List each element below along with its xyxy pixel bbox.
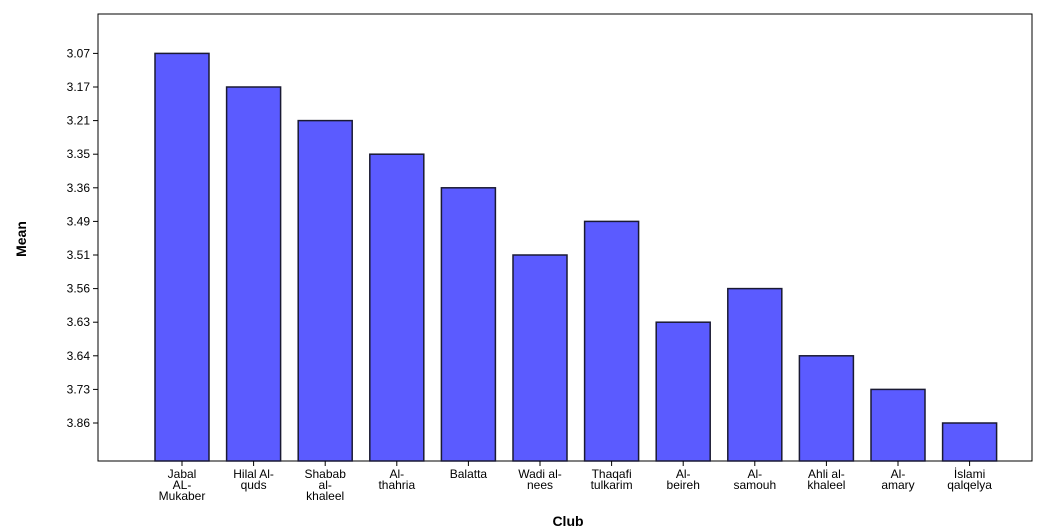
x-tick-label: Al-beireh xyxy=(667,467,700,492)
x-tick-label: Shabab al-khaleel xyxy=(305,467,347,503)
x-tick-label: Thaqafi tulkarim xyxy=(591,467,633,492)
x-tick-label-line: AL- xyxy=(173,478,192,492)
x-tick-label-line: tulkarim xyxy=(591,478,633,492)
x-tick-label-line: samouh xyxy=(733,478,776,492)
x-tick-label-line: nees xyxy=(527,478,553,492)
x-tick-label: İslami qalqelya xyxy=(947,467,992,492)
y-tick-label: 3.36 xyxy=(67,181,91,195)
bar xyxy=(941,422,998,462)
x-tick-label-line: Jabal xyxy=(168,467,197,481)
x-tick-label: Jabal AL-Mukaber xyxy=(159,467,206,503)
y-tick-label: 3.73 xyxy=(67,382,91,396)
x-tick-label-line: Al- xyxy=(389,467,404,481)
bar xyxy=(798,355,855,462)
bars-group xyxy=(154,52,998,462)
bar xyxy=(369,153,425,462)
x-tick-label-line: quds xyxy=(241,478,267,492)
y-tick-label: 3.21 xyxy=(67,114,91,128)
y-tick-label: 3.56 xyxy=(67,282,91,296)
y-tick-label: 3.86 xyxy=(67,416,91,430)
bar xyxy=(512,254,568,462)
x-tick-label-line: Thaqafi xyxy=(592,467,632,481)
x-tick-label-line: amary xyxy=(881,478,914,492)
y-tick-label: 3.07 xyxy=(67,46,91,60)
x-tick-label: Ahli al-khaleel xyxy=(807,467,845,492)
x-tick-label-line: İslami xyxy=(954,467,985,481)
x-tick-label-line: beireh xyxy=(667,478,700,492)
x-tick-label-line: al- xyxy=(319,478,332,492)
x-tick-label: Al-samouh xyxy=(733,467,776,492)
bar xyxy=(297,119,353,462)
x-tick-label-line: Wadi al- xyxy=(518,467,562,481)
y-tick-label: 3.49 xyxy=(67,214,91,228)
x-tick-label-line: qalqelya xyxy=(947,478,992,492)
x-tick-label: Al-amary xyxy=(881,467,914,492)
x-tick-label-line: Balatta xyxy=(450,467,488,481)
x-tick-label-line: Ahli al- xyxy=(808,467,845,481)
y-tick-label: 3.63 xyxy=(67,315,91,329)
bar xyxy=(225,86,282,462)
x-axis: Jabal AL-Mukaber Hilal Al-quds Shabab al-kha… xyxy=(159,461,992,503)
x-tick-label: Wadi al-nees xyxy=(518,467,562,492)
x-tick-label-line: Al- xyxy=(747,467,762,481)
x-tick-label-line: Shabab xyxy=(305,467,347,481)
y-tick-label: 3.35 xyxy=(67,147,91,161)
x-tick-label-line: Al- xyxy=(891,467,906,481)
bar xyxy=(727,287,783,462)
y-tick-label: 3.51 xyxy=(67,248,91,262)
x-tick-label-line: Al- xyxy=(676,467,691,481)
x-tick-label: Balatta xyxy=(450,467,488,481)
bar xyxy=(655,321,711,462)
y-tick-label: 3.64 xyxy=(67,349,91,363)
x-axis-title: Club xyxy=(552,513,583,529)
y-tick-label: 3.17 xyxy=(67,80,91,94)
y-axis-title: Mean xyxy=(13,221,29,257)
x-tick-label: Hilal Al-quds xyxy=(233,467,274,492)
x-tick-label: Al-thahria xyxy=(378,467,415,492)
bar xyxy=(440,187,497,462)
x-tick-label-line: khaleel xyxy=(306,489,344,503)
x-tick-label-line: khaleel xyxy=(807,478,845,492)
x-tick-label-line: Mukaber xyxy=(159,489,206,503)
bar xyxy=(870,388,926,462)
x-tick-label-line: Hilal Al- xyxy=(233,467,274,481)
y-axis: 3.86 3.73 3.64 3.63 3.56 3.51 3.49 3.36 3.35 3.21… xyxy=(67,46,98,430)
x-tick-label-line: thahria xyxy=(378,478,415,492)
bar xyxy=(154,52,210,462)
bar xyxy=(583,220,640,462)
